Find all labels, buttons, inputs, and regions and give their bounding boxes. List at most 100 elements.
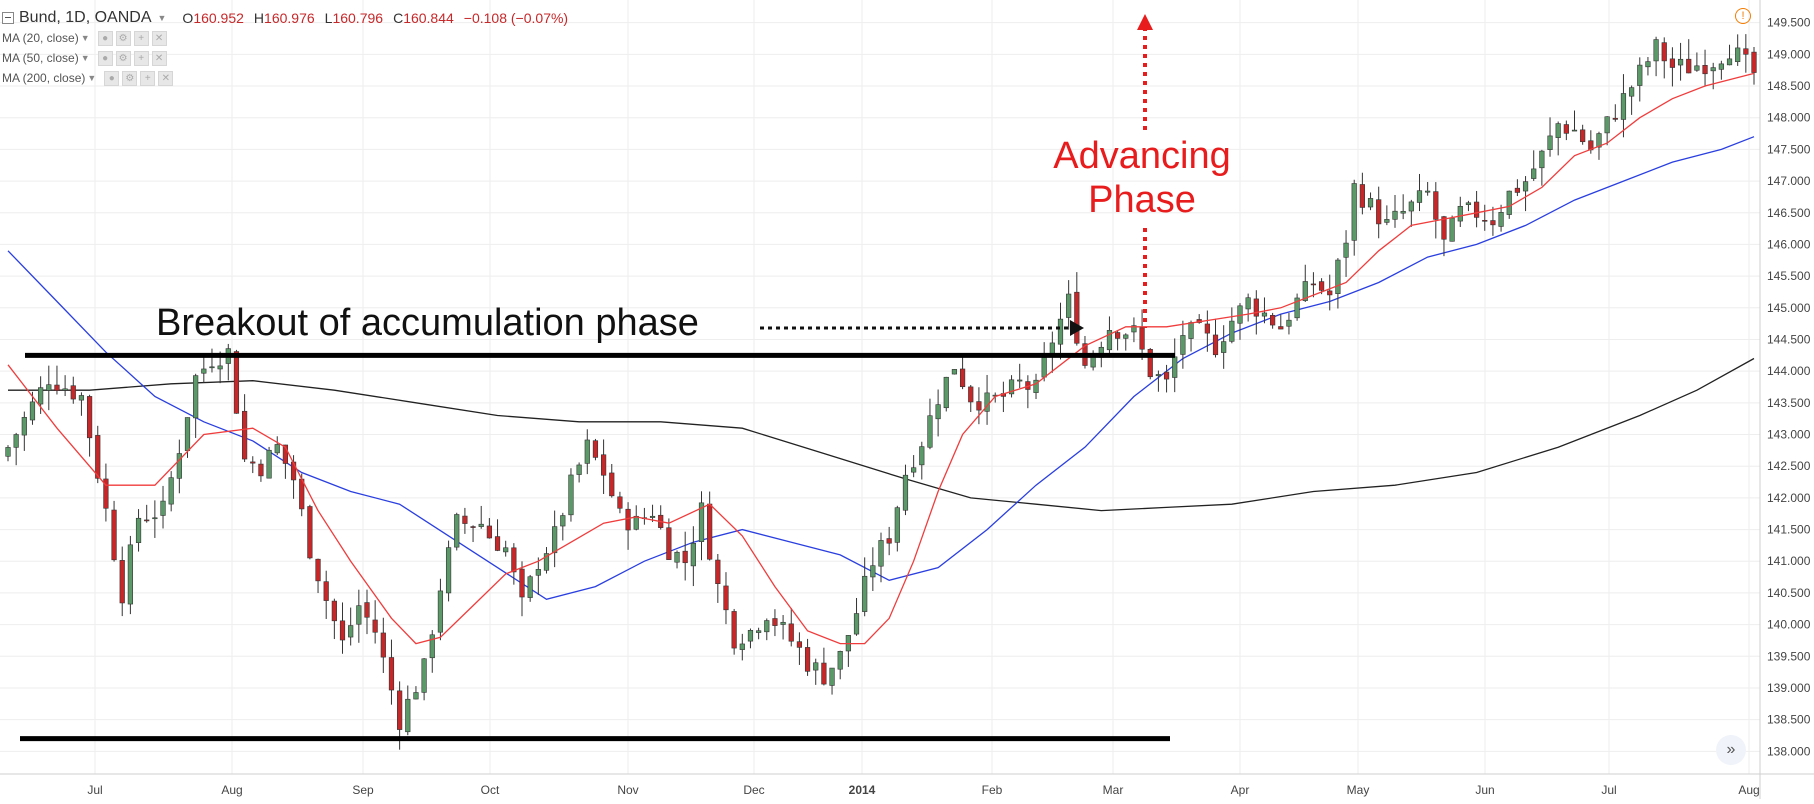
candle-body (1376, 199, 1382, 225)
time-tick-label: Aug (1738, 783, 1759, 797)
gear-icon[interactable]: ⚙ (115, 50, 131, 66)
candle-body (445, 547, 452, 594)
candle-body (519, 568, 525, 598)
close-icon[interactable]: ✕ (151, 50, 167, 66)
candle-body (1155, 374, 1162, 377)
candle-body (951, 369, 958, 375)
candle-body (927, 415, 933, 448)
candle-body (1188, 322, 1194, 339)
price-tick-label: 148.500 (1767, 79, 1811, 93)
low-label: L (324, 10, 333, 26)
indicator-ma50[interactable]: MA (50, close) ▼ ● ⚙ + ✕ (2, 48, 568, 68)
gear-icon[interactable]: ⚙ (115, 30, 131, 46)
candle-body (1637, 64, 1643, 86)
candle-body (486, 525, 492, 539)
candle-body (1057, 318, 1064, 345)
candle-body (1253, 298, 1259, 317)
symbol-title[interactable]: Bund, 1D, OANDA (19, 9, 152, 26)
candle-body (1008, 379, 1015, 395)
candle-body (968, 386, 974, 403)
candle-body (405, 698, 411, 733)
candle-body (1066, 293, 1072, 318)
eye-icon[interactable]: ● (97, 30, 113, 46)
collapse-icon[interactable] (2, 12, 14, 24)
close-icon[interactable]: ✕ (158, 70, 174, 86)
candle-body (217, 365, 223, 370)
candle-body (1514, 187, 1520, 193)
candle-body (429, 634, 435, 659)
chevron-down-icon[interactable]: ▼ (80, 53, 90, 63)
indicator-label[interactable]: MA (200, close) (2, 71, 86, 85)
candle-body (274, 444, 280, 454)
low-value: 160.796 (332, 10, 384, 26)
candle-body (1473, 201, 1480, 218)
candle-body (543, 553, 550, 571)
chevron-down-icon[interactable]: ▼ (80, 33, 90, 43)
candle-body (902, 474, 909, 511)
candlesticks (5, 34, 1757, 750)
candle-body (299, 478, 305, 510)
candle-body (1726, 58, 1733, 66)
warning-icon[interactable]: ! (1735, 8, 1751, 24)
candle-body (503, 547, 509, 553)
price-tick-label: 140.500 (1767, 586, 1811, 600)
gear-icon[interactable]: ⚙ (122, 70, 138, 86)
candle-body (1351, 183, 1357, 241)
candle-body (1359, 184, 1365, 208)
candle-body (1106, 330, 1113, 351)
time-tick-label: Dec (743, 783, 764, 797)
time-tick-label: Feb (982, 783, 1003, 797)
plus-icon[interactable]: + (133, 50, 149, 66)
indicator-label[interactable]: MA (50, close) (2, 51, 79, 65)
candle-body (421, 658, 427, 693)
indicator-ma20[interactable]: MA (20, close) ▼ ● ⚙ + ✕ (2, 28, 568, 48)
candle-body (250, 461, 256, 464)
candle-body (911, 467, 917, 473)
symbol-row: Bund, 1D, OANDA ▼ O 160.952 H 160.976 L 160… (2, 8, 568, 28)
price-tick-label: 141.000 (1767, 554, 1811, 568)
candle-body (813, 662, 819, 671)
plus-icon[interactable]: + (140, 70, 156, 86)
candle-body (764, 620, 770, 633)
candle-body (674, 551, 680, 563)
indicator-ma200[interactable]: MA (200, close) ▼ ● ⚙ + ✕ (2, 68, 568, 88)
time-axis[interactable]: Jul Aug Sep Oct Nov Dec 2014 Feb Mar Apr May Jun Jul… (87, 783, 1759, 797)
plus-icon[interactable]: + (133, 30, 149, 46)
price-tick-label: 147.500 (1767, 142, 1811, 156)
candle-body (111, 509, 117, 561)
price-tick-label: 140.000 (1767, 618, 1811, 632)
indicator-label[interactable]: MA (20, close) (2, 31, 79, 45)
price-tick-label: 143.500 (1767, 396, 1811, 410)
candle-body (780, 621, 786, 625)
close-icon[interactable]: ✕ (151, 30, 167, 46)
chevron-down-icon[interactable]: ▼ (157, 13, 167, 23)
candle-body (290, 461, 297, 481)
candle-body (193, 375, 199, 419)
eye-icon[interactable]: ● (104, 70, 120, 86)
candle-body (984, 392, 990, 412)
candle-body (707, 503, 713, 560)
candle-body (1629, 87, 1635, 97)
chart-legend: Bund, 1D, OANDA ▼ O 160.952 H 160.976 L 160… (2, 8, 568, 88)
ma-20-line (7, 72, 1755, 645)
candle-body (1147, 349, 1153, 378)
price-axis[interactable]: 149.500 149.000 148.500 148.000 147.500 147.0… (1767, 16, 1811, 759)
time-tick-label: Aug (221, 783, 242, 797)
candle-body (1074, 291, 1080, 344)
candle-body (1482, 219, 1488, 222)
candle-body (1367, 198, 1374, 208)
price-tick-label: 141.500 (1767, 523, 1811, 537)
candle-body (1498, 212, 1504, 227)
scroll-right-icon[interactable]: » (1716, 735, 1746, 765)
chevron-down-icon[interactable]: ▼ (87, 73, 97, 83)
candle-body (552, 526, 558, 554)
eye-icon[interactable]: ● (97, 50, 113, 66)
candle-body (1596, 133, 1602, 148)
candle-body (609, 472, 615, 497)
candle-body (527, 576, 533, 598)
candle-body (715, 559, 721, 584)
candle-body (1017, 379, 1023, 382)
